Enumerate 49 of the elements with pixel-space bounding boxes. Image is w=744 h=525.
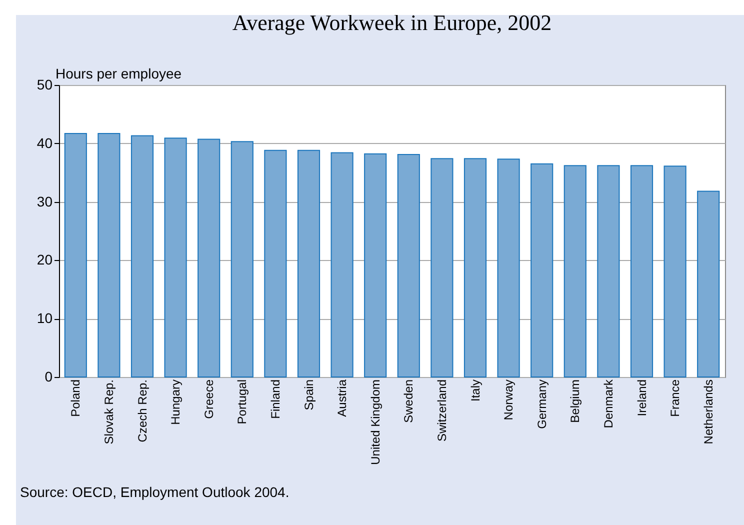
x-tick-label: Slovak Rep. [102, 380, 116, 444]
x-tick-label: Hungary [168, 380, 183, 425]
bar [664, 166, 686, 378]
bar [430, 158, 454, 378]
y-tick-label: 40 [36, 134, 53, 151]
bar [230, 141, 254, 378]
x-tick-label: Ireland [634, 380, 649, 416]
bar [64, 132, 87, 378]
bar [164, 138, 187, 378]
x-tick-label: Norway [502, 380, 516, 420]
bar [98, 132, 120, 378]
bar [597, 165, 620, 378]
bar [564, 165, 586, 378]
x-tick-label: Denmark [601, 378, 616, 428]
source-note: Source: OECD, Employment Outlook 2004. [20, 484, 290, 500]
bar [297, 150, 320, 378]
x-tick-label: Spain [302, 380, 316, 410]
bar [530, 163, 554, 378]
x-tick-label: United Kingdom [368, 380, 382, 465]
x-tick-label: Poland [68, 380, 83, 417]
x-tick-label: Portugal [235, 380, 250, 424]
bar [630, 165, 654, 378]
y-tick-label: 0 [44, 368, 53, 384]
x-tick-label: Switzerland [434, 380, 449, 442]
x-tick-label: Netherlands [701, 380, 716, 444]
x-tick-label: Czech Rep. [135, 380, 150, 442]
bar [264, 150, 287, 378]
y-tick-label: 10 [36, 310, 53, 326]
x-tick-label: Austria [335, 379, 350, 417]
y-axis-title: Hours per employee [56, 66, 182, 82]
bar [497, 158, 520, 378]
y-tick-label: 30 [36, 193, 53, 210]
x-tick-label: France [668, 379, 682, 417]
bar [130, 135, 154, 378]
bar [330, 152, 354, 378]
bar [198, 138, 220, 378]
x-tick-label: Finland [268, 380, 282, 419]
x-tick-label: Belgium [568, 380, 582, 423]
y-tick-label: 50 [36, 76, 53, 92]
chart-title: Average Workweek in Europe, 2002 [232, 10, 552, 35]
x-tick-label: Greece [202, 379, 216, 419]
bar [364, 153, 387, 378]
x-tick-label: Germany [534, 380, 549, 429]
bar [464, 158, 487, 378]
x-tick-label: Sweden [402, 380, 416, 423]
y-tick-label: 20 [36, 252, 53, 268]
x-tick-label: Italy [468, 380, 482, 402]
bar [697, 190, 720, 378]
bar [397, 154, 420, 378]
